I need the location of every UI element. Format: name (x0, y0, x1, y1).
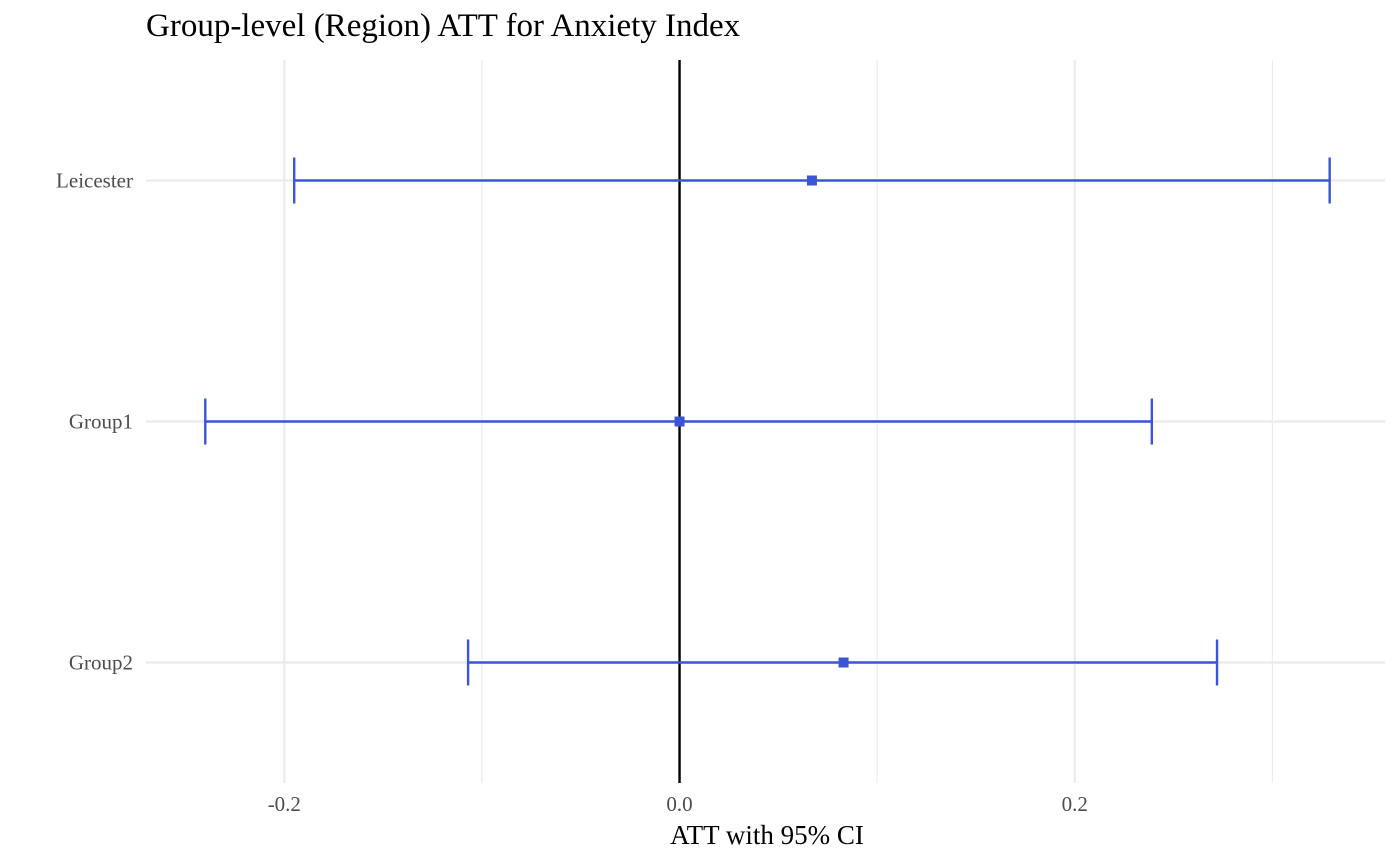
ci-row (204, 398, 1154, 445)
ci-row (466, 639, 1219, 686)
x-tick-label: 0.0 (666, 792, 692, 816)
x-tick-label: -0.2 (268, 792, 301, 816)
y-tick-label: Leicester (56, 169, 133, 193)
estimate-point (806, 175, 817, 186)
estimate-point (838, 657, 849, 668)
estimate-point (674, 416, 685, 427)
x-axis-title: ATT with 95% CI (670, 820, 864, 850)
ci-row (293, 157, 1331, 204)
confidence-intervals (204, 157, 1331, 686)
y-tick-label: Group2 (69, 651, 133, 675)
y-axis-ticks: Leicester Group1 Group2 (56, 169, 133, 675)
x-axis-ticks: -0.2 0.0 0.2 (268, 792, 1088, 816)
y-tick-label: Group1 (69, 410, 133, 434)
chart-title: Group-level (Region) ATT for Anxiety Ind… (146, 8, 741, 44)
x-tick-label: 0.2 (1062, 792, 1088, 816)
